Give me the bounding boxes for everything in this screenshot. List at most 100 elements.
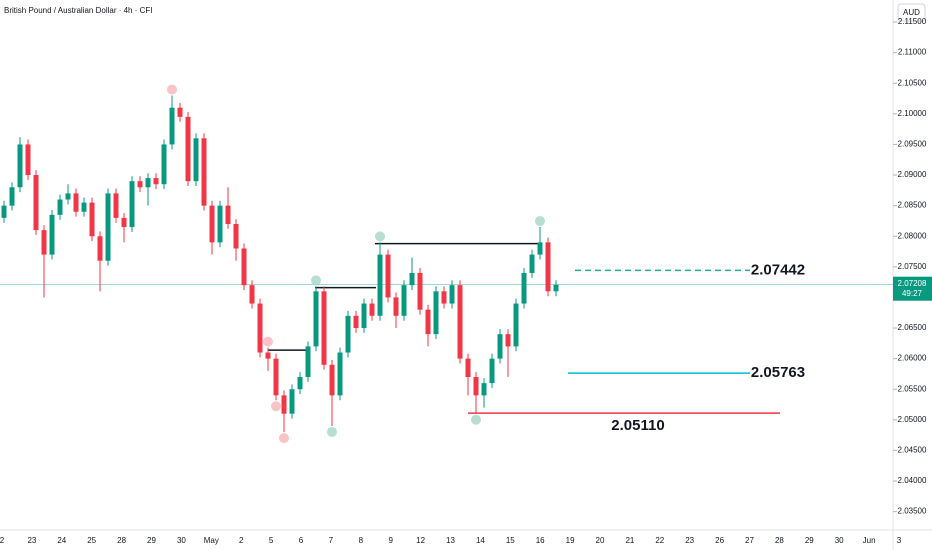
candle-body [33,175,39,231]
candle-body [153,178,159,185]
candle-body [513,303,519,347]
candle-body [457,285,463,359]
y-tick-label: 2.05500 [898,384,927,393]
candle-body [265,352,271,359]
x-tick-label: 2 [0,536,5,545]
pivot-marker [327,426,337,437]
pivot-marker [535,216,545,227]
x-tick-label: 29 [147,536,156,545]
candle-body [377,254,383,316]
level-label: 2.07442 [751,261,805,278]
x-tick-label: 26 [715,536,724,545]
chart-title: British Pound / Australian Dollar · 4h ·… [4,6,153,15]
candle-body [129,181,135,228]
pivot-marker [271,401,281,412]
x-tick-label: 16 [536,536,545,545]
candle-body [257,303,263,353]
candle-body [161,144,167,185]
x-tick-label: 28 [117,536,126,545]
candle-body [353,315,359,329]
x-tick-label: 5 [269,536,274,545]
x-tick-label: 20 [596,536,605,545]
candle-body [97,236,103,261]
candle-body [233,223,239,249]
pivot-marker [375,231,385,242]
price-tag-countdown: 49:27 [902,289,923,298]
candle-body [169,107,175,145]
candle-body [65,193,71,200]
candle-body [185,116,191,182]
y-tick-label: 2.06000 [898,354,927,363]
candle-body [193,138,199,182]
pivot-marker [311,275,321,286]
currency[interactable]: AUD [903,8,920,17]
candle-body [225,205,231,224]
candle-body [545,242,551,292]
y-tick-label: 2.04000 [898,476,927,485]
y-tick-label: 2.04500 [898,446,927,455]
pivot-marker [167,84,177,95]
candle-body [297,376,303,390]
x-tick-label: 15 [506,536,515,545]
level-label: 2.05110 [611,417,664,434]
candle-body [289,389,295,414]
candle-body [417,272,423,310]
candle-body [433,291,439,335]
candle-body [329,364,335,396]
candle-body [105,193,111,261]
candle-body [401,285,407,316]
candle-body [473,376,479,396]
x-tick-label: 9 [388,536,393,545]
y-tick-label: 2.08500 [898,201,927,210]
candle-body [273,358,279,396]
x-tick-label: 23 [685,536,694,545]
candle-body [89,202,95,237]
candle-body [489,358,495,384]
candle-body [201,138,207,206]
x-tick-label: 21 [625,536,634,545]
candle-body [481,383,487,396]
candle-body [209,205,215,243]
x-tick-label: 22 [655,536,664,545]
candle-body [521,272,527,304]
x-tick-label: 3 [897,536,902,545]
x-tick-label: 28 [775,536,784,545]
candle-body [305,346,311,377]
candle-body [409,272,415,286]
candle-body [345,315,351,353]
y-tick-label: 2.11000 [898,48,927,57]
pivot-marker [279,433,289,444]
y-tick-label: 2.11500 [898,17,927,26]
x-tick-label: 2 [239,536,244,545]
candle-body [537,242,543,255]
pivot-marker [471,414,481,425]
x-tick-label: Jun [863,536,876,545]
x-tick-label: 30 [835,536,844,545]
pivot-marker [263,336,273,347]
candle-body [369,303,375,316]
candle-body [9,187,15,206]
candle-body [17,144,23,188]
price-tag [893,276,932,301]
x-tick-label: 19 [566,536,575,545]
candle-body [425,309,431,335]
x-tick-label: 29 [805,536,814,545]
candle-body [505,334,511,347]
candle-body [113,193,119,218]
candle-body [393,297,399,316]
x-tick-label: 30 [177,536,186,545]
level-label: 2.05763 [751,364,805,381]
candle-body [321,291,327,365]
candle-body [385,254,391,298]
candle-body [41,230,47,255]
candle-body [361,303,367,329]
candle-body [137,181,143,188]
candle-body [1,205,7,218]
candle-body [313,291,319,347]
currency-box[interactable] [897,3,926,22]
price-tag-value: 2.07208 [898,279,927,288]
candle-body [121,217,127,228]
candle-body [497,334,503,359]
y-tick-label: 2.10500 [898,78,927,87]
x-tick-label: May [204,536,219,545]
